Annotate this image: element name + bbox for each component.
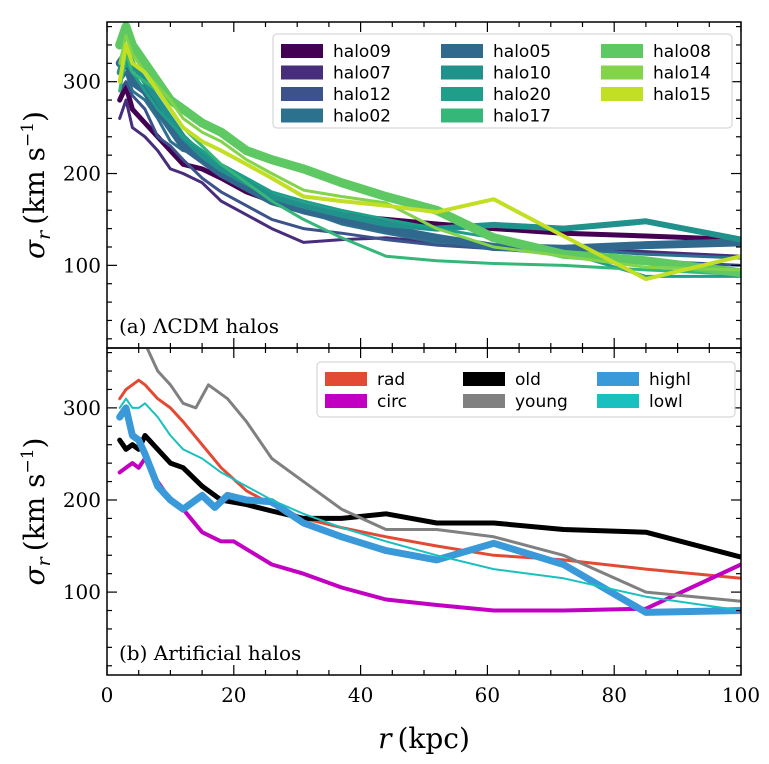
legend-label-halo12: halo12 <box>333 85 391 105</box>
legend-swatch-halo05 <box>441 44 483 58</box>
y-tick-label: 200 <box>63 488 101 512</box>
series-line-highl <box>116 404 741 616</box>
x-tick-label: 40 <box>348 683 373 707</box>
legend-swatch-halo12 <box>281 87 323 101</box>
y-tick-label: 100 <box>63 580 101 604</box>
legend-label-halo20: halo20 <box>493 85 551 105</box>
series-line-halo09 <box>117 83 741 243</box>
legend-label-rad: rad <box>377 370 405 390</box>
legend-label-halo02: halo02 <box>333 107 391 127</box>
legend-swatch-halo14 <box>601 65 643 80</box>
panel-annotation: (a) ΛCDM halos <box>119 314 279 338</box>
legend-label-halo15: halo15 <box>653 85 711 105</box>
legend: halo09halo07halo12halo02halo05halo10halo… <box>272 33 733 129</box>
legend-label-lowl: lowl <box>649 392 683 412</box>
legend-label-young: young <box>515 392 568 412</box>
x-tick-label: 60 <box>475 683 500 707</box>
legend-swatch-lowl <box>597 394 639 408</box>
legend-label-halo08: halo08 <box>653 42 711 62</box>
legend-label-halo05: halo05 <box>493 42 551 62</box>
panel-annotation: (b) Artificial halos <box>119 641 301 665</box>
legend-swatch-halo02 <box>281 108 323 123</box>
series-line-halo17 <box>118 52 741 276</box>
y-tick-label: 300 <box>63 70 101 94</box>
legend-swatch-halo20 <box>441 87 483 101</box>
legend-swatch-halo15 <box>601 87 643 101</box>
x-axis-label: r (kpc) <box>378 722 470 755</box>
x-tick-label: 20 <box>221 683 246 707</box>
y-tick-label: 100 <box>63 253 101 277</box>
legend-label-old: old <box>515 370 541 390</box>
legend-label-highl: highl <box>649 370 691 390</box>
panel-b: 100 200 300 0 20 40 60 80 100 σr(km s−1) (b) Artif… <box>18 347 760 707</box>
legend-swatch-halo08 <box>601 44 643 58</box>
legend-swatch-highl <box>597 372 639 386</box>
legend-swatch-old <box>463 372 505 386</box>
y-axis-label: σr(km s−1) <box>18 438 55 586</box>
legend-swatch-halo07 <box>281 65 323 80</box>
legend-label-halo07: halo07 <box>333 64 391 84</box>
legend-label-circ: circ <box>377 392 407 412</box>
legend-label-halo10: halo10 <box>493 64 551 84</box>
legend-swatch-circ <box>325 394 367 408</box>
series-line-halo15 <box>117 43 741 282</box>
x-tick-label: 100 <box>722 683 760 707</box>
legend-swatch-rad <box>325 372 367 386</box>
x-axis-label-text: r (kpc) <box>378 722 470 755</box>
series-line-halo08 <box>115 22 741 278</box>
legend-swatch-halo17 <box>441 108 483 123</box>
legend-swatch-young <box>463 394 505 408</box>
series-line-lowl <box>118 397 741 612</box>
legend-label-halo17: halo17 <box>493 107 551 127</box>
series-line-circ <box>117 456 741 613</box>
legend-label-halo14: halo14 <box>653 64 711 84</box>
series-line-young <box>145 348 741 603</box>
y-tick-label: 200 <box>63 162 101 186</box>
legend-label-halo09: halo09 <box>333 42 391 62</box>
x-tick-label: 80 <box>601 683 626 707</box>
y-tick-label: 300 <box>63 396 101 420</box>
x-tick-label: 0 <box>101 683 114 707</box>
legend-swatch-halo10 <box>441 65 483 80</box>
legend-swatch-halo09 <box>281 44 323 58</box>
y-axis-label: σr(km s−1) <box>18 111 55 259</box>
